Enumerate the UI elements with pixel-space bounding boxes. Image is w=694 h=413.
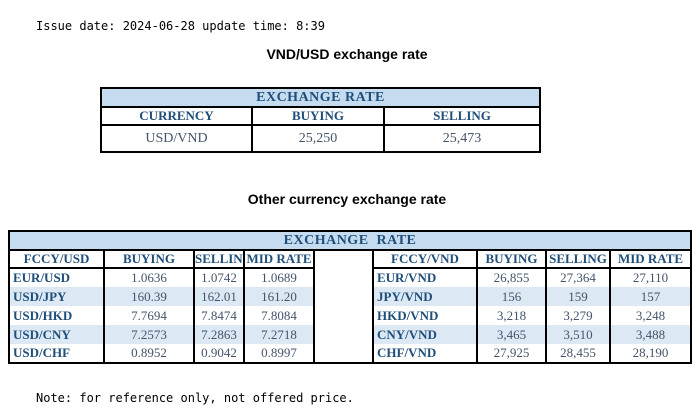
buying-value: 160.39 <box>103 287 195 306</box>
currency-pair: USD/JPY <box>8 287 105 306</box>
table-row-hkd: USD/HKD 7.7694 7.8474 7.8084 HKD/VND 3,2… <box>8 306 693 325</box>
vnd-usd-table-title: VND/USD exchange rate <box>266 46 428 62</box>
mid-rate-value: 157 <box>608 287 693 306</box>
column-header-currency: CURRENCY <box>100 106 253 126</box>
buying-value: 26,855 <box>476 268 547 287</box>
selling-value: 7.2863 <box>193 325 245 344</box>
selling-value: 27,364 <box>545 268 611 287</box>
selling-value: 162.01 <box>193 287 245 306</box>
currency-pair: USD/HKD <box>8 306 105 325</box>
selling-value: 159 <box>545 287 611 306</box>
currency-pair: JPY/VND <box>372 287 478 306</box>
buying-value: 27,925 <box>476 344 547 363</box>
column-header-selling: SELLING <box>545 249 611 269</box>
table-row: USD/VND 25,250 25,473 <box>100 124 542 153</box>
currency-pair: EUR/VND <box>372 268 478 287</box>
table-header-row: CURRENCY BUYING SELLING <box>100 106 542 126</box>
mid-rate-value: 7.2718 <box>243 325 315 344</box>
selling-value: 7.8474 <box>193 306 245 325</box>
table-spacer-cell <box>313 249 374 364</box>
mid-rate-value: 1.0689 <box>243 268 315 287</box>
exchange-rate-banner: EXCHANGE RATE <box>99 87 542 108</box>
column-header-mid-rate: MID RATE <box>243 249 315 269</box>
mid-rate-value: 0.8997 <box>243 344 315 363</box>
buying-value: 156 <box>476 287 547 306</box>
mid-rate-value: 27,110 <box>608 268 693 287</box>
buying-value: 0.8952 <box>103 344 195 363</box>
selling-value: 3,510 <box>545 325 611 344</box>
selling-value: 1.0742 <box>193 268 245 287</box>
column-header-buying: BUYING <box>476 249 547 269</box>
buying-value: 1.0636 <box>103 268 195 287</box>
currency-pair: CNY/VND <box>372 325 478 344</box>
currency-pair: USD/VND <box>100 124 253 153</box>
column-header-buying: BUYING <box>251 106 385 126</box>
mid-rate-value: 28,190 <box>608 344 693 363</box>
table-banner-row: EXCHANGE RATE <box>99 87 542 108</box>
column-header-buying: BUYING <box>103 249 195 269</box>
issue-date-line: Issue date: 2024-06-28 update time: 8:39 <box>36 19 325 33</box>
table-row-jpy: USD/JPY 160.39 162.01 161.20 JPY/VND 156… <box>8 287 693 306</box>
column-header-fccy-usd: FCCY/USD <box>8 249 105 269</box>
mid-rate-value: 3,488 <box>608 325 693 344</box>
table-banner-row: EXCHANGE RATE <box>7 230 693 251</box>
selling-value: 25,473 <box>382 124 542 153</box>
currency-pair: HKD/VND <box>372 306 478 325</box>
selling-value: 28,455 <box>545 344 611 363</box>
table-header-row: FCCY/USD BUYING SELLING MID RATE FCCY/VN… <box>8 249 693 364</box>
currency-pair: EUR/USD <box>8 268 105 287</box>
exchange-rate-banner: EXCHANGE RATE <box>7 230 693 251</box>
other-currency-exchange-table: EXCHANGE RATE FCCY/USD BUYING SELLING MI… <box>7 230 693 364</box>
mid-rate-value: 3,248 <box>608 306 693 325</box>
column-header-selling: SELLING <box>382 106 542 126</box>
vnd-usd-exchange-table: EXCHANGE RATE CURRENCY BUYING SELLING US… <box>99 87 542 153</box>
buying-value: 3,465 <box>476 325 547 344</box>
currency-pair: CHF/VND <box>372 344 478 363</box>
currency-pair: USD/CNY <box>8 325 105 344</box>
table-row-cny: USD/CNY 7.2573 7.2863 7.2718 CNY/VND 3,4… <box>8 325 693 344</box>
buying-value: 7.7694 <box>103 306 195 325</box>
column-header-selling: SELLING <box>193 249 245 269</box>
column-header-mid-rate: MID RATE <box>608 249 693 269</box>
selling-value: 0.9042 <box>193 344 245 363</box>
buying-value: 25,250 <box>251 124 385 153</box>
selling-value: 3,279 <box>545 306 611 325</box>
footer-note: Note: for reference only, not offered pr… <box>36 391 354 405</box>
buying-value: 7.2573 <box>103 325 195 344</box>
currency-pair: USD/CHF <box>8 344 105 363</box>
table-row-chf: USD/CHF 0.8952 0.9042 0.8997 CHF/VND 27,… <box>8 344 693 363</box>
other-currency-table-title: Other currency exchange rate <box>247 191 447 207</box>
column-header-fccy-vnd: FCCY/VND <box>372 249 478 269</box>
mid-rate-value: 161.20 <box>243 287 315 306</box>
buying-value: 3,218 <box>476 306 547 325</box>
table-row-eur: EUR/USD 1.0636 1.0742 1.0689 EUR/VND 26,… <box>8 268 693 287</box>
mid-rate-value: 7.8084 <box>243 306 315 325</box>
